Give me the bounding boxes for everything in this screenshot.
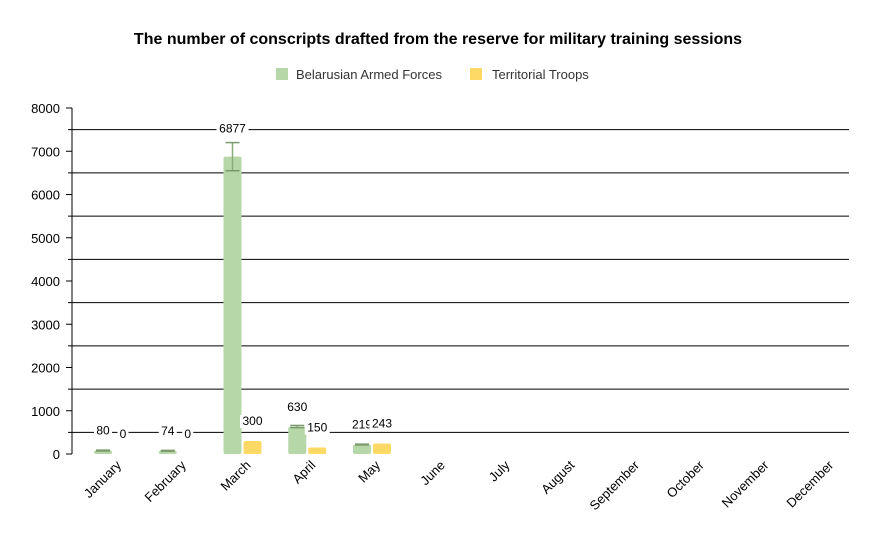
bar-belarusian-armed-forces (353, 444, 371, 454)
data-label-bg (158, 424, 177, 438)
data-label: 243 (372, 416, 392, 430)
x-tick-label: August (538, 457, 577, 496)
y-tick-label: 6000 (31, 188, 60, 203)
data-label-bg (117, 428, 129, 441)
y-tick-label: 0 (53, 447, 60, 462)
x-tick-label: November (719, 457, 772, 510)
gridlines (72, 129, 849, 433)
x-tick-label: December (783, 457, 836, 510)
data-label: 0 (184, 427, 191, 441)
data-label: 300 (242, 414, 262, 428)
y-axis: 0 1000 2000 3000 4000 5000 6000 7000 8000 (31, 101, 73, 462)
bar-belarusian-armed-forces (223, 156, 242, 454)
x-tick-label: October (664, 457, 708, 501)
x-tick-label: June (417, 458, 448, 489)
data-label-bg (369, 417, 395, 431)
data-label-bg (240, 415, 265, 429)
y-tick-label: 3000 (31, 317, 60, 332)
y-tick-label: 7000 (31, 144, 60, 159)
y-tick-label: 1000 (31, 404, 60, 419)
bar-territorial-troops (308, 447, 327, 454)
legend-swatch-0 (276, 68, 288, 80)
data-label: 74 (161, 424, 175, 438)
legend-swatch-1 (470, 68, 482, 80)
x-axis: January February March April May June July Augu… (81, 457, 837, 513)
data-label-bg (182, 428, 194, 441)
data-label: 630 (287, 400, 307, 414)
data-label-bg (284, 400, 310, 414)
y-tick-label: 5000 (31, 231, 60, 246)
data-label: 219 (352, 418, 372, 432)
chart-title: The number of conscripts drafted from th… (134, 31, 742, 48)
x-tick-label: July (486, 457, 513, 484)
bar-territorial-troops (373, 443, 391, 454)
y-tick-label: 2000 (31, 361, 60, 376)
data-label-bg (349, 418, 375, 432)
y-tick-label: 8000 (31, 101, 60, 116)
bar-territorial-troops (243, 441, 262, 454)
data-label: 0 (120, 427, 127, 441)
x-tick-label: January (81, 457, 125, 501)
bars (94, 141, 391, 454)
data-label-bg (94, 424, 112, 438)
x-tick-label: February (141, 457, 189, 505)
data-label: 150 (307, 421, 327, 435)
x-tick-label: March (217, 458, 253, 494)
x-tick-label: April (289, 457, 318, 486)
legend-label: Territorial Troops (492, 67, 589, 82)
bar-belarusian-armed-forces (288, 426, 307, 454)
x-tick-label: May (355, 457, 383, 485)
data-label-bg (216, 122, 249, 136)
data-label: 80 (96, 424, 110, 438)
legend-label: Belarusian Armed Forces (296, 67, 442, 82)
legend: Belarusian Armed Forces Territorial Troop… (276, 67, 589, 82)
data-label: 6877 (219, 122, 246, 136)
y-tick-label: 4000 (31, 274, 60, 289)
x-tick-label: September (587, 457, 643, 513)
data-label-bg (304, 421, 330, 435)
